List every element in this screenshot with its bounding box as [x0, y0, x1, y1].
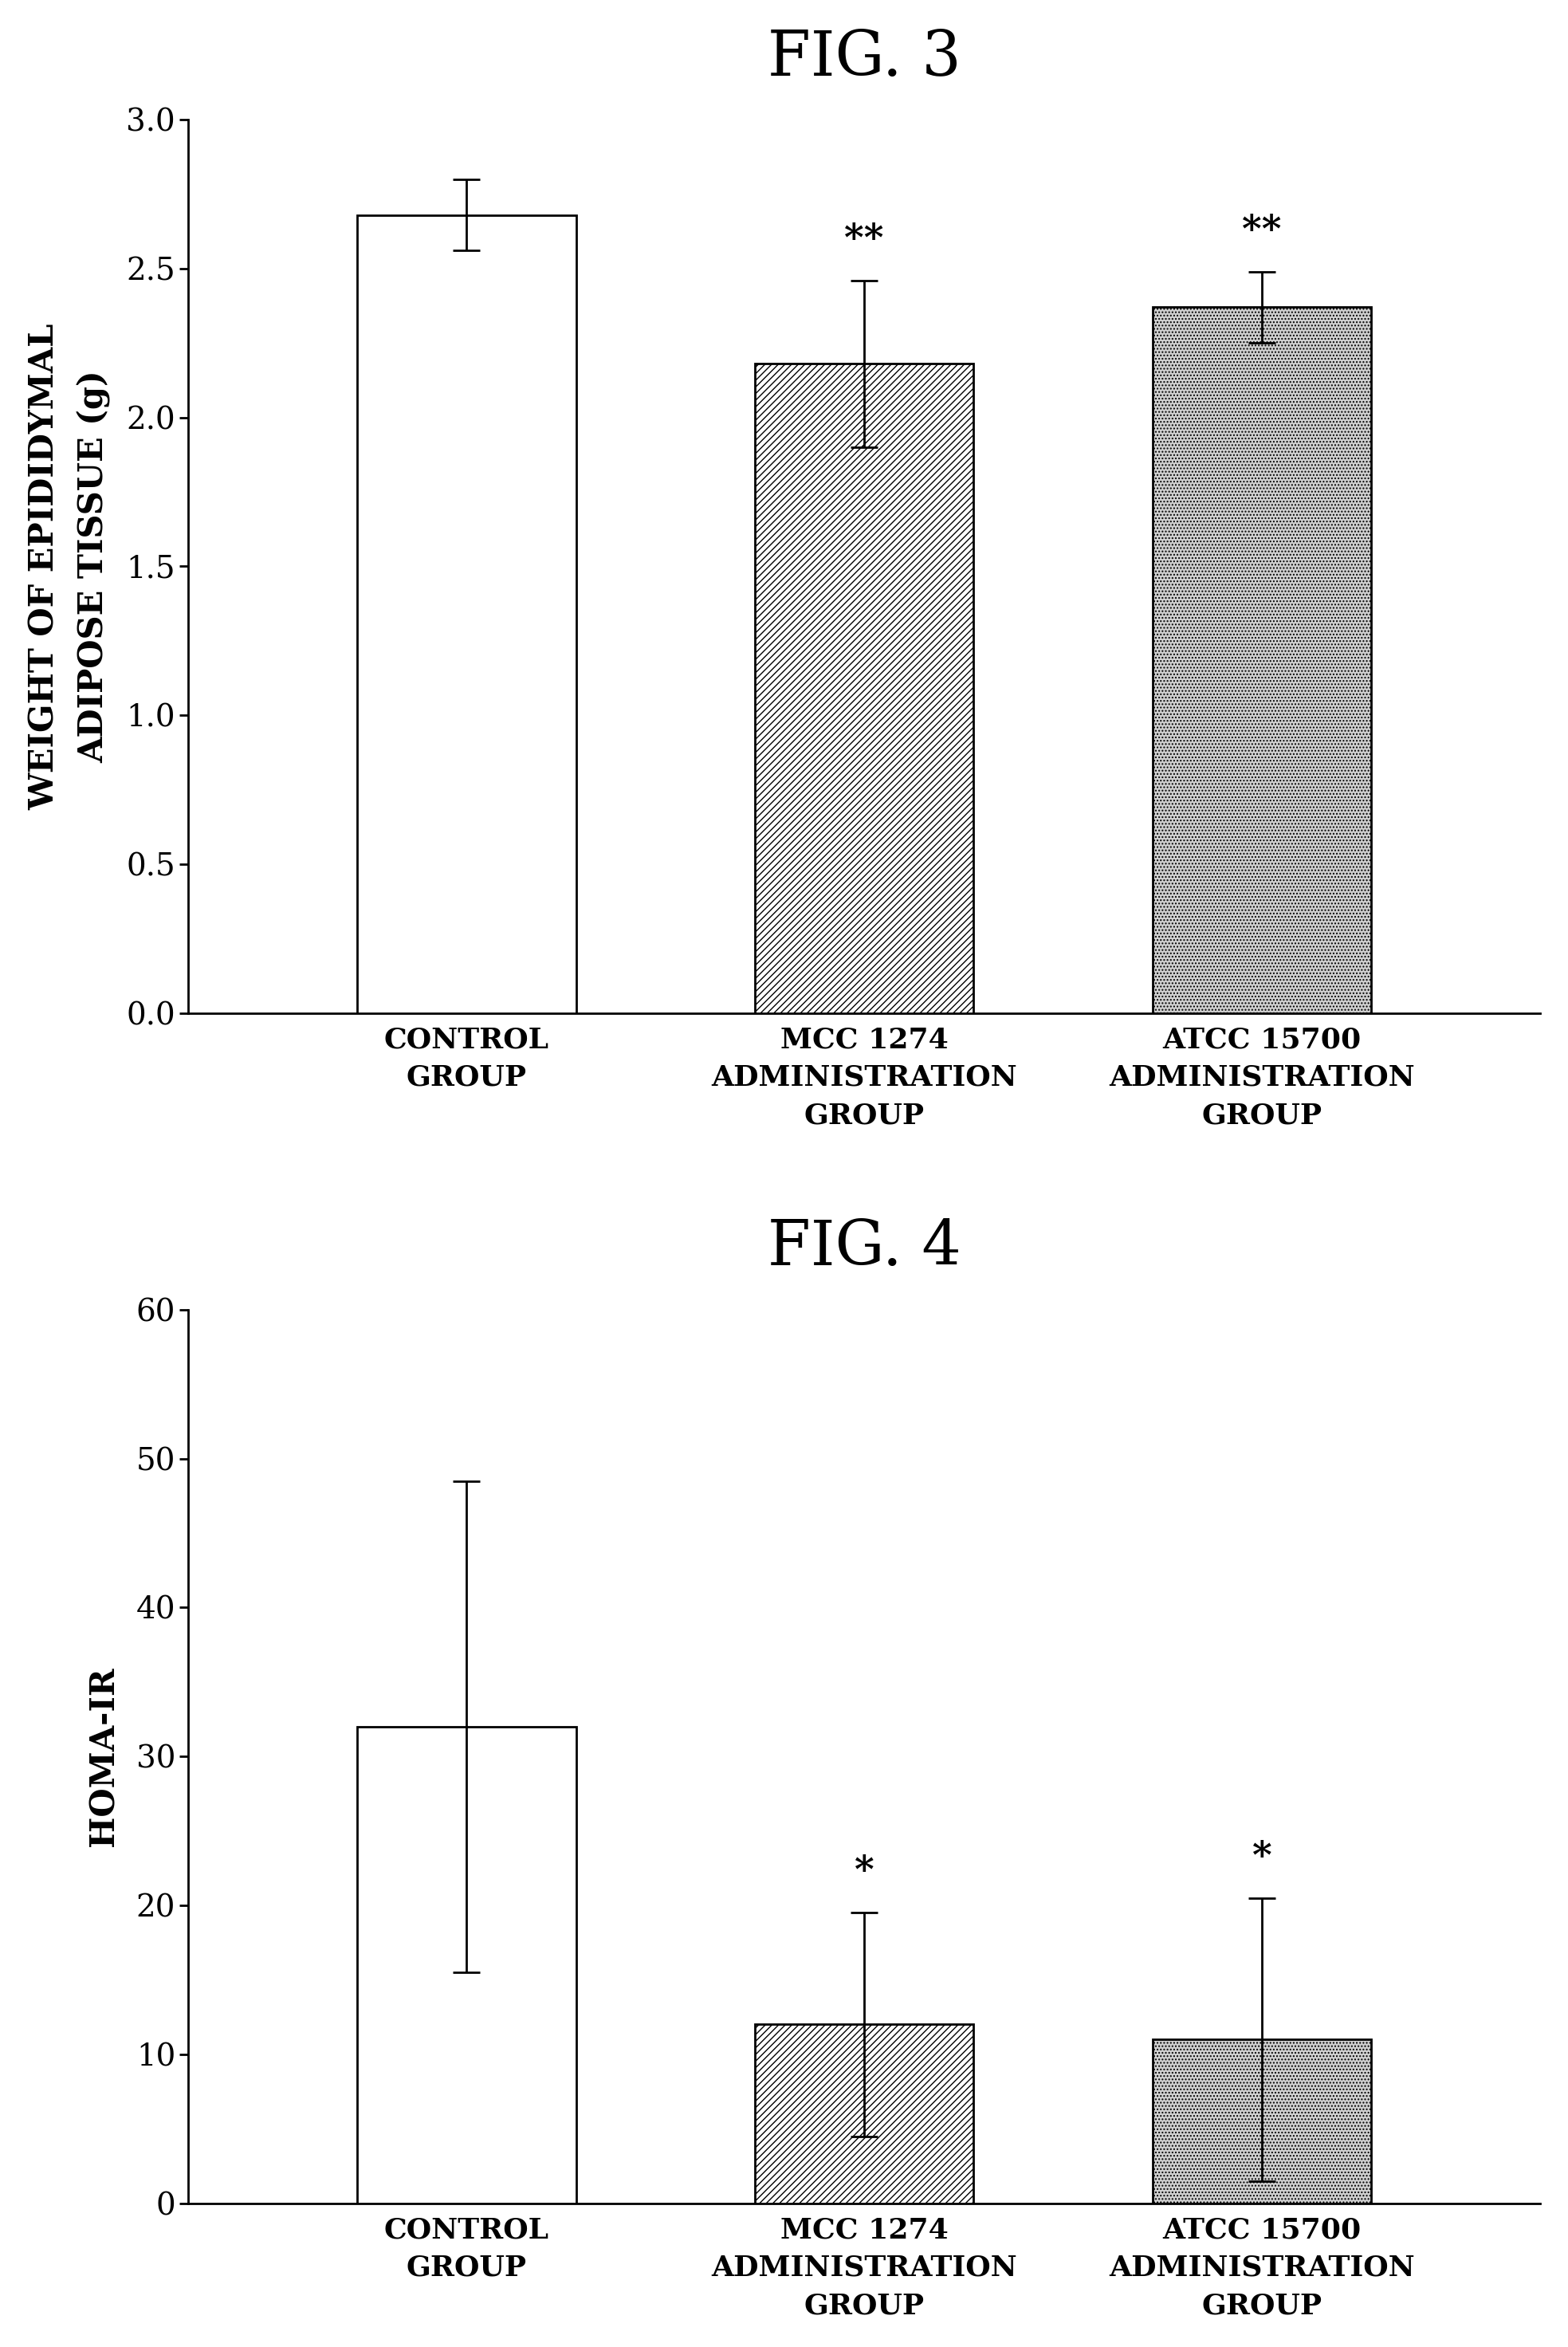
Bar — [1152, 2040, 1372, 2204]
Bar — [358, 216, 575, 1014]
Text: *: * — [855, 1854, 875, 1889]
Y-axis label: HOMA-IR: HOMA-IR — [86, 1666, 121, 1847]
Bar — [754, 364, 974, 1014]
Title: FIG. 4: FIG. 4 — [768, 1218, 961, 1279]
Bar — [1152, 307, 1372, 1014]
Bar — [358, 1727, 575, 2204]
Title: FIG. 3: FIG. 3 — [768, 28, 961, 89]
Text: **: ** — [845, 221, 884, 258]
Y-axis label: WEIGHT OF EPIDIDYMAL
ADIPOSE TISSUE (g): WEIGHT OF EPIDIDYMAL ADIPOSE TISSUE (g) — [28, 324, 111, 810]
Text: *: * — [1253, 1840, 1272, 1875]
Bar — [754, 2025, 974, 2204]
Text: **: ** — [1242, 214, 1281, 249]
